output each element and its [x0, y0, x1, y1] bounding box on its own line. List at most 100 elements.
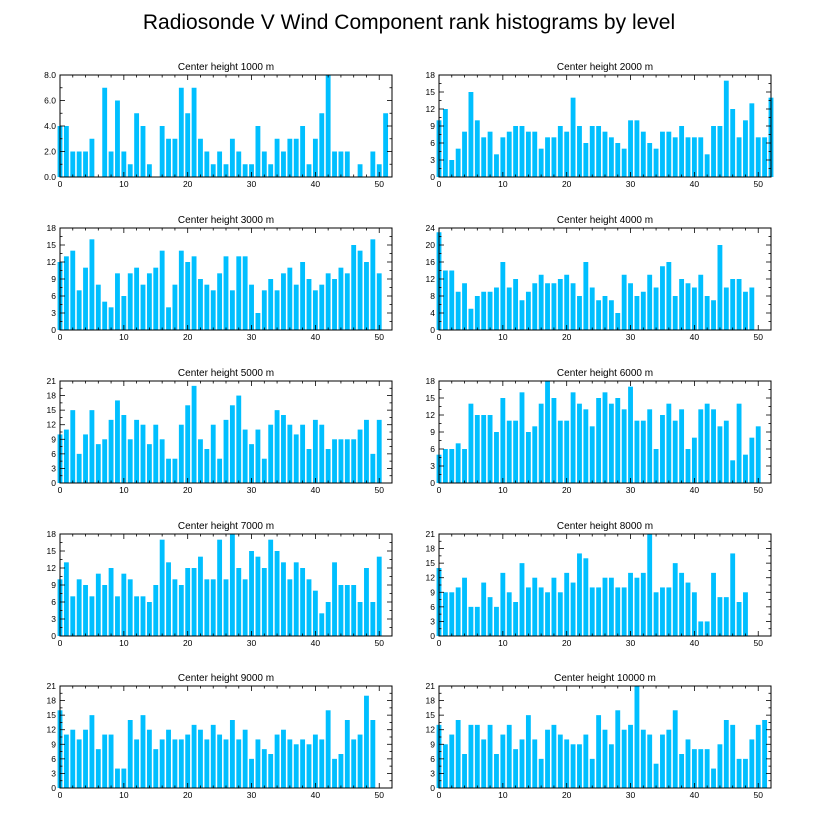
- histogram-bar: [300, 126, 306, 177]
- histogram-bar: [95, 573, 101, 636]
- histogram-bar: [102, 734, 108, 788]
- histogram-bar: [487, 597, 493, 636]
- histogram-bar: [621, 729, 627, 788]
- x-tick-label: 0: [58, 332, 63, 342]
- y-tick-label: 9: [430, 427, 435, 437]
- x-tick-label: 30: [247, 790, 257, 800]
- histogram-bar: [487, 291, 493, 330]
- histogram-bar: [462, 449, 467, 483]
- y-tick-label: 6: [51, 597, 56, 607]
- x-tick-label: 20: [183, 638, 193, 648]
- x-tick-label: 50: [753, 790, 763, 800]
- histogram-bar: [166, 307, 171, 330]
- histogram-bar: [319, 424, 325, 483]
- y-tick-label: 18: [47, 391, 57, 401]
- y-tick-label: 6: [51, 291, 56, 301]
- y-tick-label: 3: [430, 155, 435, 165]
- histogram-bar: [551, 283, 557, 330]
- histogram-bar: [513, 602, 519, 636]
- histogram-bar: [140, 596, 146, 636]
- histogram-bar: [455, 443, 461, 483]
- histogram-bar: [698, 621, 704, 636]
- histogram-bar: [474, 606, 480, 636]
- y-tick-label: 24: [426, 223, 436, 233]
- histogram-bar: [570, 744, 576, 788]
- histogram-bar: [570, 97, 576, 177]
- histogram-bar: [449, 734, 455, 788]
- histogram-bar: [185, 568, 191, 636]
- histogram-bar: [685, 582, 691, 636]
- histogram-bar: [376, 419, 382, 483]
- histogram-bar: [487, 415, 493, 483]
- histogram-bar: [481, 415, 487, 483]
- x-tick-label: 20: [562, 332, 572, 342]
- histogram-bar: [711, 300, 716, 330]
- histogram-panel: Center height 4000 m 0 10 20 30 40 50 0 4 8 12 16 20…: [426, 215, 772, 342]
- histogram-bar: [268, 279, 274, 330]
- histogram-bar: [255, 126, 261, 177]
- histogram-bar: [513, 126, 519, 177]
- histogram-bar: [178, 739, 184, 788]
- histogram-bar: [198, 556, 203, 636]
- histogram-bar: [185, 734, 191, 788]
- histogram-bar: [89, 715, 95, 788]
- panel-title: Center height 5000 m: [178, 368, 274, 379]
- histogram-bar: [494, 287, 499, 330]
- x-tick-label: 0: [58, 179, 63, 189]
- histogram-bar: [255, 429, 261, 483]
- x-tick-label: 50: [753, 485, 763, 495]
- histogram-bar: [525, 432, 531, 483]
- histogram-bar: [236, 739, 242, 788]
- histogram-bar: [159, 739, 165, 788]
- histogram-bar: [370, 602, 376, 636]
- histogram-bar: [300, 262, 306, 330]
- histogram-bar: [615, 398, 621, 483]
- histogram-bar: [474, 296, 480, 330]
- histogram-bar: [153, 267, 159, 330]
- y-tick-label: 21: [47, 681, 57, 691]
- histogram-bar: [364, 262, 369, 330]
- histogram-bar: [191, 724, 197, 788]
- histogram-bar: [653, 148, 659, 177]
- histogram-bar: [698, 274, 704, 330]
- y-tick-label: 12: [426, 104, 436, 114]
- y-tick-label: 9: [51, 739, 56, 749]
- figure-title: Radiosonde V Wind Component rank histogr…: [143, 11, 675, 34]
- x-tick-label: 50: [374, 179, 384, 189]
- histogram-bar: [634, 296, 640, 330]
- histogram-bar: [506, 131, 512, 177]
- histogram-bar: [704, 296, 710, 330]
- histogram-bar: [449, 160, 455, 177]
- histogram-bar: [557, 592, 563, 636]
- histogram-bar: [519, 739, 525, 788]
- histogram-bar: [500, 398, 506, 483]
- histogram-bar: [127, 164, 133, 177]
- histogram-bar: [743, 291, 748, 330]
- x-tick-label: 10: [119, 485, 129, 495]
- histogram-bar: [615, 587, 621, 636]
- histogram-bar: [319, 613, 325, 636]
- histogram-bar: [736, 279, 742, 330]
- histogram-bar: [653, 287, 659, 330]
- histogram-bar: [325, 75, 331, 177]
- histogram-bar: [551, 398, 557, 483]
- histogram-bar: [108, 307, 114, 330]
- histogram-bar: [210, 424, 216, 483]
- histogram-bar: [557, 126, 563, 177]
- y-tick-label: 18: [47, 696, 57, 706]
- x-tick-label: 40: [690, 485, 700, 495]
- histogram-bar: [229, 720, 235, 788]
- histogram-bar: [577, 296, 582, 330]
- histogram-bar: [210, 724, 216, 788]
- y-tick-label: 9: [51, 580, 56, 590]
- x-tick-label: 20: [183, 790, 193, 800]
- x-tick-label: 10: [498, 332, 508, 342]
- y-tick-label: 12: [426, 573, 436, 583]
- histogram-bar: [685, 283, 691, 330]
- histogram-bar: [178, 424, 184, 483]
- y-tick-label: 3: [430, 461, 435, 471]
- histogram-bar: [666, 262, 672, 330]
- histogram-bar: [83, 729, 88, 788]
- y-tick-label: 12: [426, 410, 436, 420]
- y-tick-label: 15: [47, 405, 57, 415]
